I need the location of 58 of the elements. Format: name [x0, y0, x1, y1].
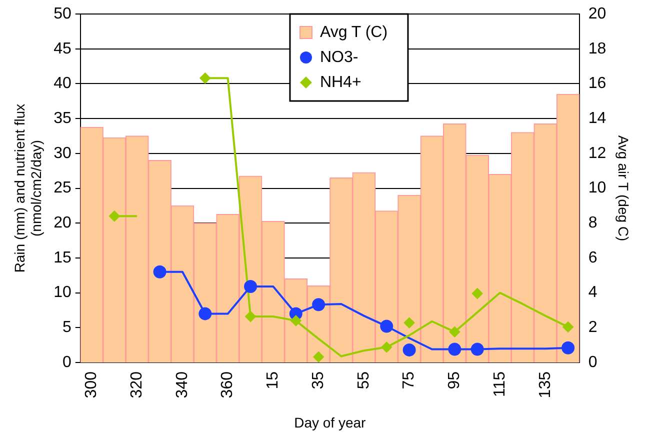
x-axis-title: Day of year — [294, 414, 366, 430]
point — [470, 342, 484, 356]
y-tick-label: 15 — [54, 249, 72, 266]
point — [404, 317, 415, 328]
y-tick-label: 5 — [62, 319, 72, 336]
legend-label: NO3- — [320, 48, 358, 66]
y-tick-label: 35 — [54, 110, 72, 127]
x-tick-label: 115 — [491, 371, 508, 398]
y2-tick-label: 20 — [588, 5, 606, 22]
x-tick-label: 35 — [310, 371, 327, 390]
x-tick-label: 15 — [264, 371, 282, 390]
y2-tick-label: 2 — [588, 319, 598, 336]
point — [312, 298, 326, 312]
point — [244, 280, 258, 294]
y2-tick-label: 0 — [588, 354, 598, 371]
y-tick-label: 30 — [54, 144, 72, 162]
point — [198, 307, 212, 320]
y2-tick-label: 4 — [588, 284, 598, 302]
x-tick-label: 75 — [400, 371, 418, 390]
y-axis-title: Rain (mm) and nutrient flux (nmol/cm2/day) — [11, 104, 44, 273]
point — [245, 311, 256, 322]
legend-label: Avg T (C) — [320, 24, 388, 41]
y2-axis-title: Avg air T (deg C) — [616, 135, 632, 242]
y-tick-label: 0 — [62, 354, 72, 371]
y2-tick-label: 6 — [588, 249, 598, 266]
point — [381, 342, 392, 353]
x-tick-label: 340 — [174, 371, 191, 398]
y2-tick-label: 14 — [588, 110, 606, 127]
y-tick-label: 25 — [54, 180, 72, 197]
y-tick-label: 40 — [54, 75, 72, 92]
legend-label: NH4+ — [320, 74, 362, 91]
point — [449, 326, 460, 338]
point — [562, 341, 575, 354]
y-tick-label: 50 — [54, 5, 72, 22]
x-tick-label: 55 — [355, 371, 372, 390]
point — [402, 343, 416, 356]
point — [108, 210, 120, 222]
point — [153, 265, 166, 278]
point — [290, 315, 302, 326]
y-tick-label: 45 — [54, 40, 72, 58]
point — [472, 288, 483, 299]
point — [380, 320, 394, 333]
y-tick-label: 20 — [54, 214, 72, 232]
x-tick-label: 135 — [536, 371, 554, 398]
y2-tick-label: 12 — [588, 144, 606, 162]
y2-tick-label: 18 — [588, 40, 606, 58]
y2-tick-label: 10 — [588, 180, 606, 197]
x-tick-label: 300 — [83, 371, 100, 398]
x-tick-label: 320 — [128, 371, 146, 398]
y-tick-label: 10 — [54, 284, 72, 302]
point — [200, 72, 211, 84]
x-tick-label: 360 — [219, 371, 236, 398]
y2-tick-label: 16 — [588, 75, 606, 92]
point — [313, 351, 324, 362]
x-tick-label: 95 — [446, 371, 464, 390]
point — [448, 342, 462, 356]
point — [562, 321, 574, 332]
y2-tick-label: 8 — [588, 214, 598, 232]
